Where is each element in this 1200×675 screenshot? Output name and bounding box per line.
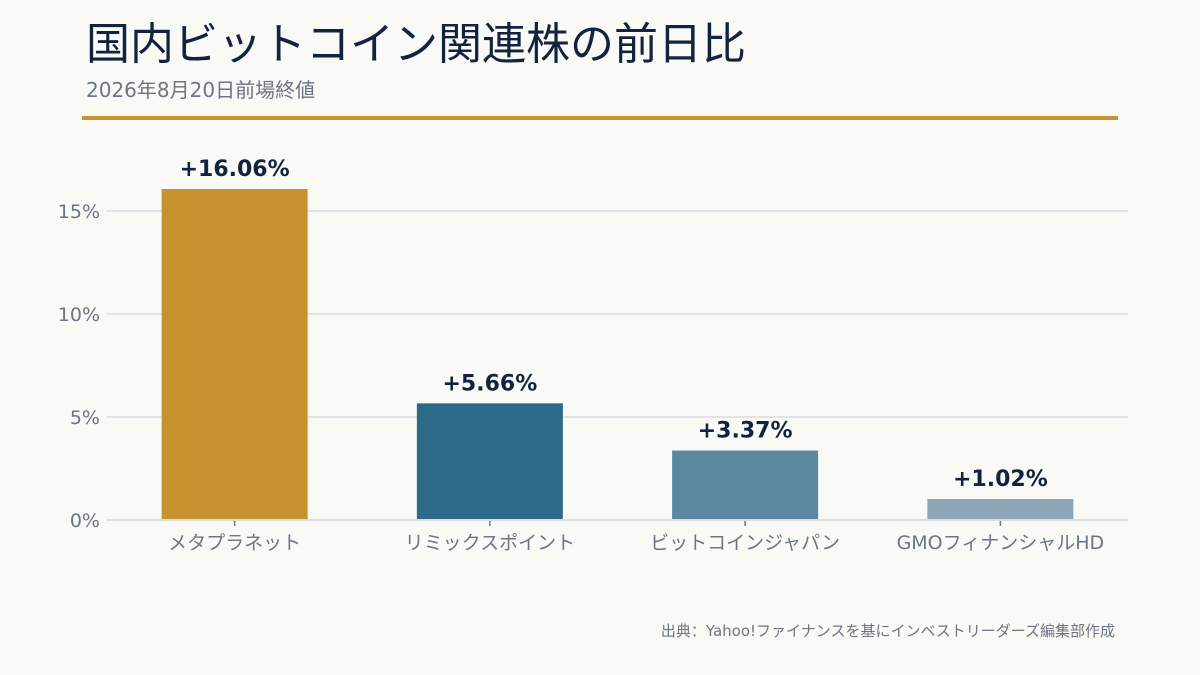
bar (416, 403, 563, 520)
y-tick-label: 5% (70, 407, 100, 429)
data-label: +3.37% (698, 419, 793, 444)
y-tick-label: 10% (58, 304, 100, 326)
x-tick-label: ビットコインジャパン (650, 532, 840, 554)
labels: 0% 5% 10% 15% +16.06% メタプラネット +5.66% リミックスポイント +… (58, 157, 1104, 554)
x-tick-label: リミックスポイント (405, 532, 575, 554)
chart-title: 国内ビットコイン関連株の前日比 (86, 19, 746, 70)
x-axis (107, 519, 1128, 526)
bar (927, 498, 1074, 520)
y-tick-label: 15% (58, 201, 100, 223)
data-label: +1.02% (953, 467, 1048, 492)
x-tick-label: メタプラネット (168, 532, 301, 554)
title-divider (82, 116, 1118, 120)
bar-chart: 0% 5% 10% 15% +16.06% メタプラネット +5.66% リミックスポイント +… (58, 157, 1128, 554)
data-label: +16.06% (180, 157, 290, 182)
bar (161, 189, 308, 520)
source-note: 出典：Yahoo!ファイナンスを基にインベストリーダーズ編集部作成 (660, 622, 1115, 640)
data-label: +5.66% (442, 371, 537, 396)
x-tick-label: GMOフィナンシャルHD (897, 532, 1105, 554)
chart-subtitle: 2026年8月20日前場終値 (86, 78, 316, 102)
bar (672, 450, 819, 520)
bars (161, 189, 1074, 520)
y-tick-label: 0% (70, 510, 100, 532)
